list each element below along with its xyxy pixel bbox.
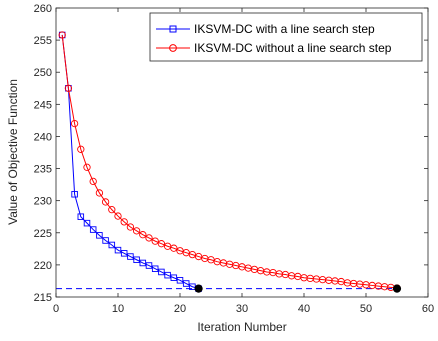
legend-box	[149, 12, 423, 62]
series-red	[58, 31, 401, 292]
data-point-red	[157, 240, 166, 248]
data-point-blue	[170, 274, 178, 281]
endpoint-marker	[392, 284, 402, 293]
series-line-blue	[61, 34, 199, 290]
data-point-blue	[108, 241, 116, 249]
data-point-red	[95, 189, 104, 197]
y-tick-label: 245	[34, 99, 52, 111]
x-tick-label: 40	[298, 303, 310, 315]
data-point-red	[64, 84, 73, 92]
data-point-blue	[71, 190, 78, 198]
data-point-blue	[77, 213, 85, 220]
data-point-blue	[158, 268, 165, 276]
data-point-red	[58, 31, 66, 39]
y-tick-label: 225	[34, 228, 52, 240]
endpoint-layer	[194, 284, 402, 293]
series-layer	[58, 31, 401, 292]
data-point-red	[170, 244, 178, 252]
data-point-red	[120, 218, 128, 226]
y-tick-label: 220	[34, 260, 52, 272]
x-axis: 0 10 20 30 40 50 60	[53, 8, 434, 315]
data-point-blue	[139, 259, 147, 267]
x-tick-label: 50	[360, 303, 372, 315]
y-tick-label: 215	[34, 292, 52, 304]
x-tick-label: 20	[174, 303, 186, 315]
data-point-red	[70, 119, 79, 128]
data-point-red	[89, 177, 97, 186]
data-point-red	[108, 206, 116, 214]
legend-swatch-red-marker	[169, 44, 177, 52]
y-axis-title: Value of Objective Function	[6, 79, 20, 225]
data-point-blue	[145, 262, 153, 269]
data-point-blue	[83, 219, 91, 227]
data-point-blue	[182, 280, 190, 287]
data-point-blue	[164, 271, 171, 279]
y-tick-label: 235	[34, 164, 52, 176]
data-point-red	[114, 212, 122, 220]
data-point-red	[145, 234, 153, 242]
data-point-blue	[176, 277, 184, 284]
legend-label-blue: IKSVM-DC with a line search step	[194, 22, 375, 36]
y-tick-label: 255	[34, 35, 52, 47]
data-point-blue	[133, 256, 140, 264]
x-tick-label: 30	[236, 303, 248, 315]
data-point-red	[139, 231, 147, 239]
legend-swatch-blue-marker	[169, 25, 177, 33]
y-axis: 215 220 225 230 235 240 245 250 255 260	[34, 3, 428, 304]
y-tick-label: 260	[34, 3, 52, 15]
data-point-red	[132, 227, 141, 235]
data-point-blue	[151, 265, 159, 272]
data-point-blue	[102, 237, 109, 244]
data-point-blue	[127, 253, 134, 260]
series-line-red	[61, 34, 398, 289]
y-tick-label: 230	[34, 196, 52, 208]
y-tick-label: 240	[34, 131, 52, 143]
data-point-blue	[89, 226, 97, 233]
y-tick-label: 250	[34, 67, 52, 79]
legend: IKSVM-DC with a line search step IKSVM-D…	[149, 12, 423, 62]
data-point-red	[77, 145, 85, 153]
legend-label-red: IKSVM-DC without a line search step	[194, 41, 392, 55]
endpoint-marker	[194, 284, 203, 293]
data-point-blue	[120, 250, 128, 257]
data-point-red	[101, 198, 110, 206]
data-point-blue	[114, 246, 122, 254]
data-point-blue	[96, 232, 103, 239]
data-point-red	[126, 223, 135, 231]
x-tick-label: 0	[53, 303, 59, 315]
x-tick-label: 60	[422, 303, 434, 315]
data-point-red	[151, 237, 159, 245]
x-tick-label: 10	[112, 303, 124, 315]
data-point-red	[83, 163, 91, 171]
x-axis-title: Iteration Number	[197, 320, 286, 334]
